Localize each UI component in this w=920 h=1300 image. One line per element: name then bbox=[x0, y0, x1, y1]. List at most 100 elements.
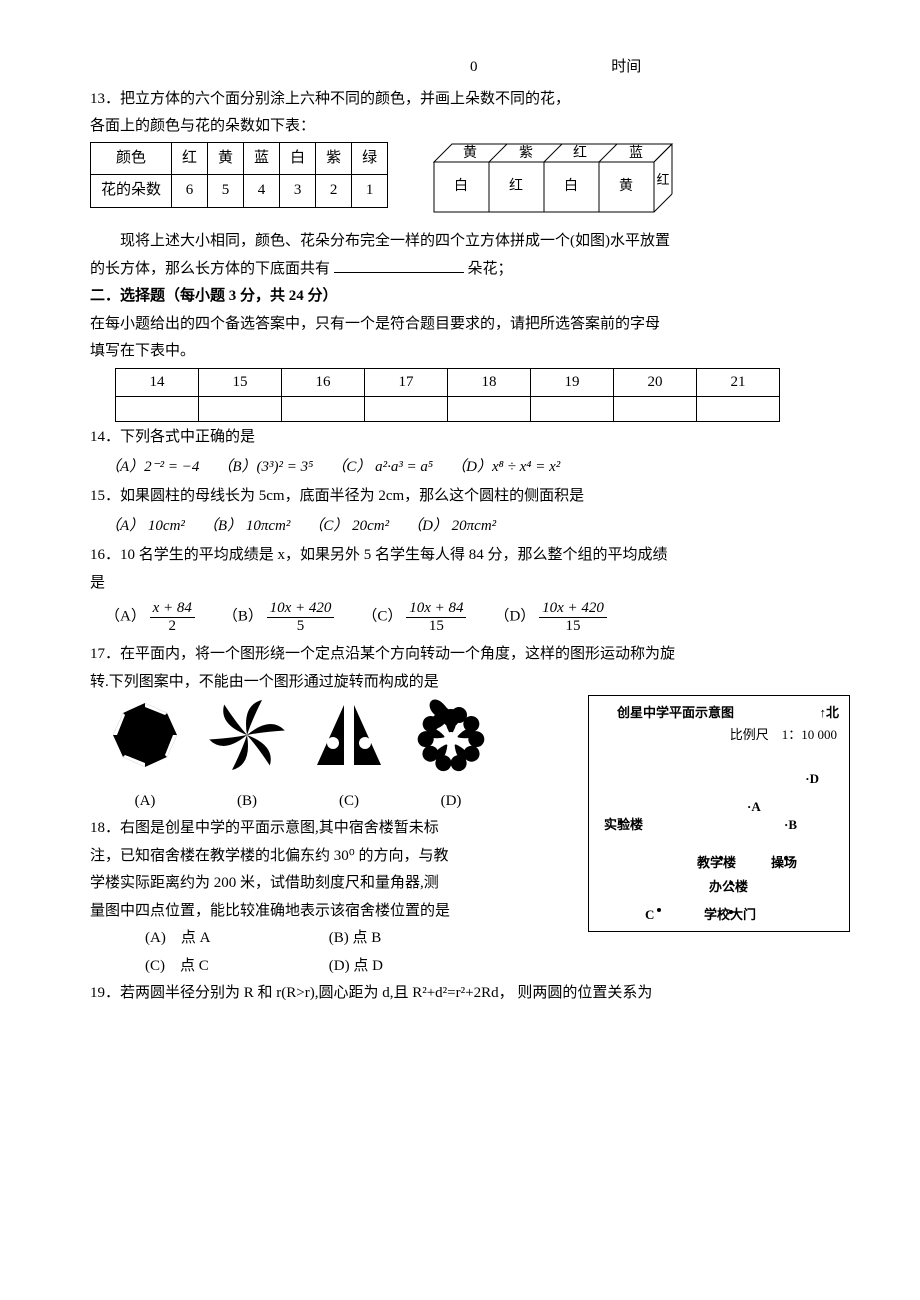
q13-line3a: 现将上述大小相同，颜色、花朵分布完全一样的四个立方体拼成一个(如图)水平放置 bbox=[120, 233, 670, 249]
q18-optC: (C) 点 C bbox=[145, 954, 325, 980]
axis-zero: 0 bbox=[470, 55, 478, 81]
q17-stem2: 转.下列图案中，不能由一个图形通过旋转而构成的是 bbox=[90, 670, 850, 696]
table-cell: 4 bbox=[244, 175, 280, 208]
q15-optD: （D） 20πcm² bbox=[407, 514, 496, 540]
q16-optA: （A） x + 84 2 bbox=[105, 600, 195, 634]
q13-line2: 各面上的颜色与花的朵数如下表： bbox=[90, 114, 850, 140]
answer-col: 15 bbox=[199, 368, 282, 397]
opt-label: （B） bbox=[223, 608, 263, 624]
svg-text:白: 白 bbox=[454, 178, 468, 194]
frac-den: 15 bbox=[539, 617, 607, 635]
section2-instr2: 填写在下表中。 bbox=[90, 339, 850, 365]
frac-num: 10x + 420 bbox=[539, 600, 607, 617]
frac-den: 5 bbox=[267, 617, 335, 635]
map-gate: 学校大门 bbox=[704, 904, 756, 926]
answer-cell[interactable] bbox=[448, 397, 531, 422]
q16-stem2: 是 bbox=[90, 571, 850, 597]
pattern-B-icon bbox=[207, 695, 287, 775]
fraction-A: x + 84 2 bbox=[150, 600, 195, 634]
opt-label: （C） bbox=[362, 608, 402, 624]
answer-cell[interactable] bbox=[282, 397, 365, 422]
q15-stem: 15．如果圆柱的母线长为 5cm，底面半径为 2cm，那么这个圆柱的侧面积是 bbox=[90, 484, 850, 510]
answer-cell[interactable] bbox=[365, 397, 448, 422]
svg-text:红: 红 bbox=[573, 145, 587, 161]
svg-text:蓝: 蓝 bbox=[629, 145, 643, 161]
q16-optB: （B） 10x + 420 5 bbox=[223, 600, 335, 634]
table-cell: 6 bbox=[172, 175, 208, 208]
svg-text:红: 红 bbox=[509, 178, 523, 194]
map-lab-building: 实验楼 bbox=[604, 814, 643, 836]
pattern-D-icon bbox=[411, 695, 491, 775]
q16-optD: （D） 10x + 420 15 bbox=[494, 600, 606, 634]
q13-fill-blank[interactable] bbox=[334, 258, 464, 273]
fraction-B: 10x + 420 5 bbox=[267, 600, 335, 634]
section2-head: 二．选择题（每小题 3 分，共 24 分） bbox=[90, 284, 850, 310]
pattern-A-icon bbox=[105, 695, 185, 775]
q14-optA: （A）2⁻² = −4 bbox=[105, 455, 199, 481]
q15-optC: （C） 20cm² bbox=[308, 514, 389, 540]
section2-instr1: 在每小题给出的四个备选答案中，只有一个是符合题目要求的，请把所选答案前的字母 bbox=[90, 312, 850, 338]
map-point-C: C bbox=[645, 904, 654, 926]
answer-cell[interactable] bbox=[116, 397, 199, 422]
q14-optB: （B）(3³)² = 3⁵ bbox=[217, 455, 313, 481]
table-cell: 紫 bbox=[316, 142, 352, 175]
map-point-D: ·D bbox=[805, 768, 819, 790]
fraction-C: 10x + 84 15 bbox=[406, 600, 466, 634]
q14-optD: （D）x⁸ ÷ x⁴ = x² bbox=[451, 455, 560, 481]
svg-text:白: 白 bbox=[564, 178, 578, 194]
table-header-count: 花的朵数 bbox=[91, 175, 172, 208]
q17-stem1: 17．在平面内，将一个图形绕一个定点沿某个方向转动一个角度，这样的图形运动称为旋 bbox=[90, 642, 850, 668]
frac-num: 10x + 420 bbox=[267, 600, 335, 617]
map-office: 办公楼 bbox=[709, 876, 748, 898]
map-title: 创星中学平面示意图 bbox=[617, 702, 734, 724]
q17-label-D: (D) bbox=[411, 789, 491, 815]
answer-grid: 14 15 16 17 18 19 20 21 bbox=[115, 368, 780, 423]
q15-optB: （B） 10πcm² bbox=[203, 514, 290, 540]
frac-den: 15 bbox=[406, 617, 466, 635]
opt-label: （D） bbox=[494, 608, 535, 624]
q13-line3c: 朵花； bbox=[468, 261, 513, 277]
map-playground: 操场 bbox=[771, 852, 797, 874]
q13-color-table: 颜色 红 黄 蓝 白 紫 绿 花的朵数 6 5 4 3 2 1 bbox=[90, 142, 388, 208]
axis-time-label: 时间 bbox=[611, 55, 641, 81]
pattern-C-icon bbox=[309, 695, 389, 775]
answer-cell[interactable] bbox=[614, 397, 697, 422]
map-scale: 比例尺 1：10 000 bbox=[730, 724, 837, 746]
q13-line1: 13．把立方体的六个面分别涂上六种不同的颜色，并画上朵数不同的花， bbox=[90, 87, 850, 113]
q17-patterns: (A) (B) (C) bbox=[105, 695, 573, 814]
q16-optC: （C） 10x + 84 15 bbox=[362, 600, 466, 634]
answer-cell[interactable] bbox=[697, 397, 780, 422]
q19-stem: 19．若两圆半径分别为 R 和 r(R>r),圆心距为 d,且 R²+d²=r²… bbox=[90, 981, 850, 1007]
table-cell: 白 bbox=[280, 142, 316, 175]
svg-text:黄: 黄 bbox=[463, 144, 477, 161]
q17-label-B: (B) bbox=[207, 789, 287, 815]
q18-map: 创星中学平面示意图 ↑北 比例尺 1：10 000 ·D ·A ·B 实验楼 教… bbox=[588, 695, 850, 932]
q13-line3b: 的长方体，那么长方体的下底面共有 bbox=[90, 261, 330, 277]
answer-col: 20 bbox=[614, 368, 697, 397]
answer-col: 21 bbox=[697, 368, 780, 397]
q14-stem: 14．下列各式中正确的是 bbox=[90, 425, 850, 451]
frac-num: 10x + 84 bbox=[406, 600, 466, 617]
answer-col: 16 bbox=[282, 368, 365, 397]
svg-text:紫: 紫 bbox=[519, 145, 533, 161]
q14-optC: （C） a²·a³ = a⁵ bbox=[331, 455, 433, 481]
fraction-D: 10x + 420 15 bbox=[539, 600, 607, 634]
table-cell: 2 bbox=[316, 175, 352, 208]
q18-optD: (D) 点 D bbox=[329, 954, 383, 980]
q18-optA: (A) 点 A bbox=[145, 926, 325, 952]
map-teach-building: 教学楼 bbox=[697, 852, 736, 874]
table-cell: 黄 bbox=[208, 142, 244, 175]
table-cell: 3 bbox=[280, 175, 316, 208]
cube-figure: 黄 紫 红 蓝 白 红 白 黄 红 bbox=[416, 140, 676, 228]
table-cell: 1 bbox=[352, 175, 388, 208]
q17-label-A: (A) bbox=[105, 789, 185, 815]
q15-optA: （A） 10cm² bbox=[105, 514, 185, 540]
frac-num: x + 84 bbox=[150, 600, 195, 617]
table-cell: 红 bbox=[172, 142, 208, 175]
answer-cell[interactable] bbox=[199, 397, 282, 422]
map-point-B: ·B bbox=[784, 814, 797, 836]
answer-cell[interactable] bbox=[531, 397, 614, 422]
answer-col: 18 bbox=[448, 368, 531, 397]
frac-den: 2 bbox=[150, 617, 195, 635]
answer-col: 19 bbox=[531, 368, 614, 397]
